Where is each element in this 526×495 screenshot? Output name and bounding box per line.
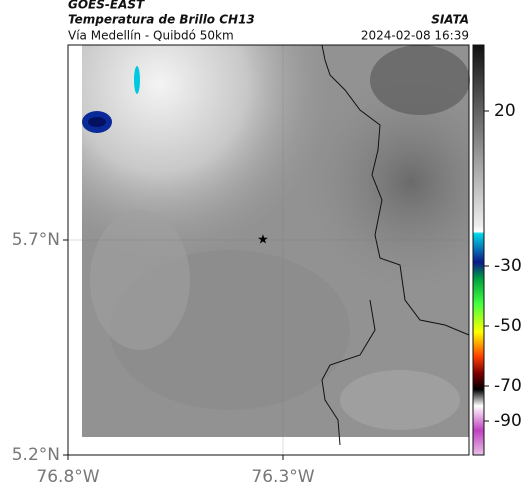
map-frame	[67, 44, 470, 456]
colorbar-label: -50	[494, 316, 522, 336]
y-tick-label: 5.2°N	[12, 445, 60, 465]
colorbar-label: -30	[494, 256, 522, 276]
colorbar-label: 20	[494, 101, 516, 121]
datetime: 2024-02-08 16:39	[361, 29, 469, 43]
product: Temperatura de Brillo CH13	[68, 13, 255, 27]
satellite: GOES-EAST	[68, 0, 145, 12]
x-tick-label: 76.8°W	[36, 467, 99, 487]
location-marker: ★	[257, 233, 269, 248]
colorbar	[472, 44, 485, 456]
colorbar-label: -70	[494, 376, 522, 396]
satellite-image	[82, 45, 470, 437]
y-tick-label: 5.7°N	[12, 230, 60, 250]
colorbar-label: -90	[494, 411, 522, 431]
region: Vía Medellín - Quibdó 50km	[68, 29, 234, 43]
source: SIATA	[431, 13, 469, 27]
boundary	[321, 44, 470, 446]
x-tick-label: 76.3°W	[251, 467, 314, 487]
